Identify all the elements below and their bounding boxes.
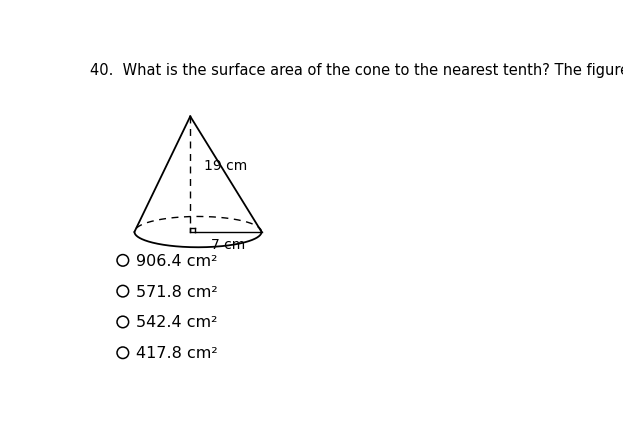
Text: 7 cm: 7 cm <box>211 238 245 251</box>
Text: 417.8 cm²: 417.8 cm² <box>136 346 218 360</box>
Text: 19 cm: 19 cm <box>204 159 247 173</box>
Text: 542.4 cm²: 542.4 cm² <box>136 315 218 330</box>
Text: 571.8 cm²: 571.8 cm² <box>136 284 218 299</box>
Text: 40.  What is the surface area of the cone to the nearest tenth? The figure is no: 40. What is the surface area of the cone… <box>90 64 623 78</box>
Text: 906.4 cm²: 906.4 cm² <box>136 253 218 268</box>
